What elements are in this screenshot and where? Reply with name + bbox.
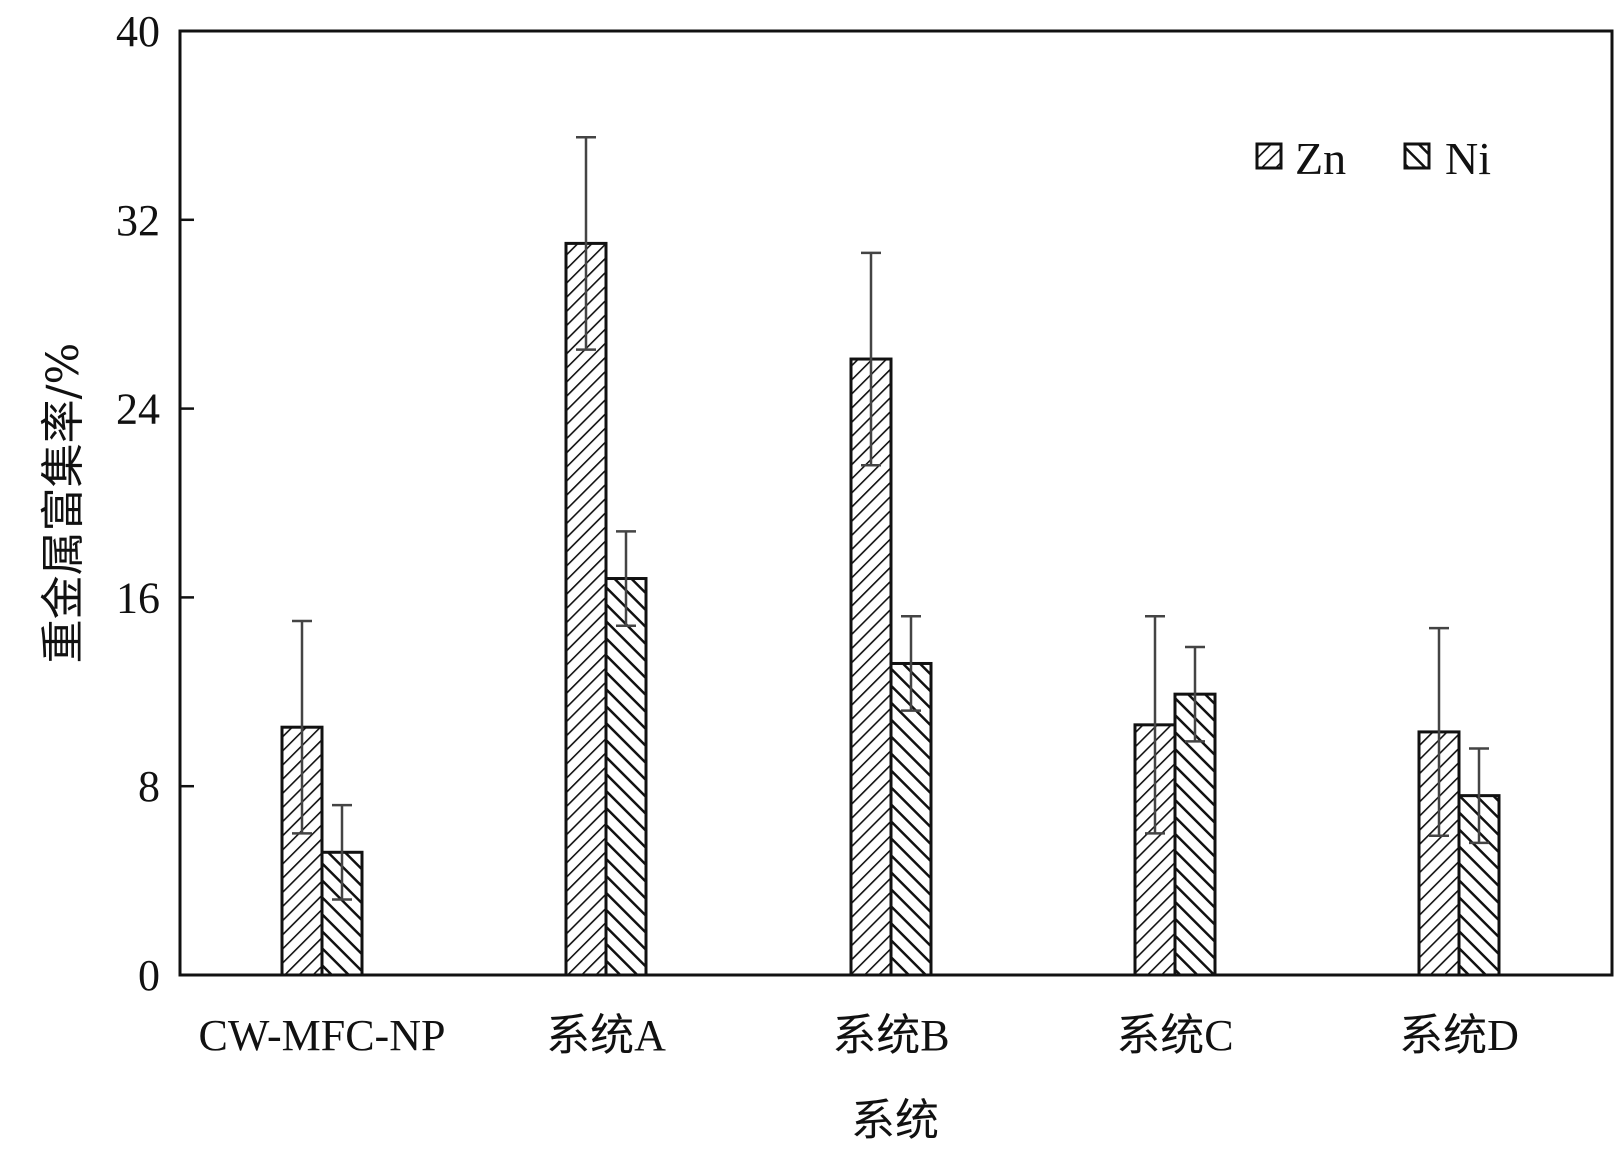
legend-label-zn: Zn [1295,133,1346,184]
x-category-label: 系统C [1116,1011,1233,1060]
y-axis-ticks: 0 8 16 24 32 40 [116,7,194,1000]
legend-swatch-zn [1255,142,1283,170]
y-tick-label: 40 [116,7,160,56]
plot-area-frame [178,29,1614,977]
x-axis-title: 系统 [851,1095,939,1146]
y-axis-title: 重金属富集率/% [38,343,89,664]
x-axis-category-labels: CW-MFC-NP 系统A 系统B 系统C 系统D [199,1011,1519,1060]
error-bars-layer [292,135,1489,901]
bars-layer [280,241,1501,977]
legend-label-ni: Ni [1445,133,1491,184]
y-tick-label: 32 [116,196,160,245]
x-category-label: 系统D [1399,1011,1519,1060]
legend: Zn Ni [1255,133,1491,184]
y-tick-label: 8 [138,762,160,811]
y-tick-label: 24 [116,385,160,434]
bar-zn-1 [564,241,608,977]
x-category-label: CW-MFC-NP [199,1011,446,1060]
y-tick-label: 0 [138,951,160,1000]
x-category-label: 系统A [546,1011,666,1060]
legend-swatch-ni [1403,142,1431,170]
y-tick-label: 16 [116,573,160,622]
bar-ni-1 [604,577,648,977]
bar-ni-2 [889,661,933,977]
x-category-label: 系统B [832,1011,949,1060]
